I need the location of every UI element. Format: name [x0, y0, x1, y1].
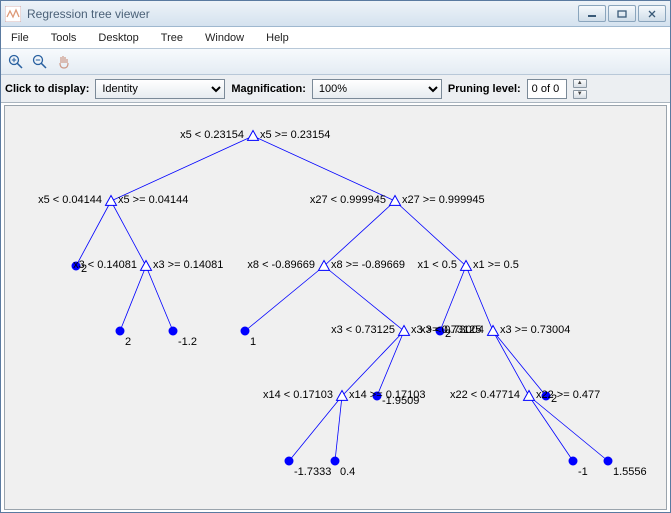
- pruning-spinner: ▲ ▼: [573, 79, 587, 99]
- window-title: Regression tree viewer: [27, 7, 578, 21]
- mag-select[interactable]: 100%: [312, 79, 442, 99]
- tree-label: x5 < 0.04144: [38, 194, 102, 206]
- tree-label: x8 < -0.89669: [247, 259, 315, 271]
- tree-label: x3 < 0.73125: [331, 324, 395, 336]
- toolbar: [1, 49, 670, 75]
- tree-label: x27 >= 0.999945: [402, 194, 485, 206]
- tree-label: -1.7333: [294, 466, 331, 478]
- pan-icon[interactable]: [55, 53, 73, 71]
- tree-label: x22 < 0.47714: [450, 389, 520, 401]
- tree-label: x3 < 0.14081: [73, 259, 137, 271]
- tree-label: x8 >= -0.89669: [331, 259, 405, 271]
- tree-label: -1.9509: [382, 395, 419, 407]
- minimize-button[interactable]: [578, 5, 606, 22]
- tree-label: x1 < 0.5: [418, 259, 457, 271]
- maximize-button[interactable]: [608, 5, 636, 22]
- tree-label: x3 >= 0.73004: [500, 324, 570, 336]
- tree-canvas: x5 < 0.23154 x5 >= 0.23154 x5 < 0.04144 x5 …: [4, 105, 667, 510]
- tree-label: 1: [250, 336, 256, 348]
- tree-label: x5 < 0.23154: [180, 129, 244, 141]
- pruning-spin-up[interactable]: ▲: [573, 79, 587, 88]
- tree-label: -1.2: [178, 336, 197, 348]
- pruning-spin-down[interactable]: ▼: [573, 90, 587, 99]
- tree-label: 1.5556: [613, 466, 647, 478]
- tree-label: x14 < 0.17103: [263, 389, 333, 401]
- close-button[interactable]: [638, 5, 666, 22]
- menu-tools[interactable]: Tools: [47, 30, 81, 46]
- window-buttons: [578, 5, 666, 22]
- menubar: File Tools Desktop Tree Window Help: [1, 27, 670, 49]
- tree-label: x1 >= 0.5: [473, 259, 519, 271]
- menu-window[interactable]: Window: [201, 30, 248, 46]
- menu-file[interactable]: File: [7, 30, 33, 46]
- titlebar: Regression tree viewer: [1, 1, 670, 27]
- tree-label: x5 >= 0.04144: [118, 194, 188, 206]
- display-label: Click to display:: [5, 83, 89, 95]
- mag-label: Magnification:: [231, 83, 306, 95]
- display-select[interactable]: Identity: [95, 79, 225, 99]
- menu-desktop[interactable]: Desktop: [94, 30, 142, 46]
- menu-help[interactable]: Help: [262, 30, 293, 46]
- zoom-in-icon[interactable]: [7, 53, 25, 71]
- controls-bar: Click to display: Identity Magnification…: [1, 75, 670, 103]
- app-icon: [5, 6, 21, 22]
- tree-label: x3 < 0.73004: [420, 324, 484, 336]
- tree-label: x22 >= 0.477: [536, 389, 600, 401]
- tree-label: 2: [551, 393, 557, 405]
- tree-label: -1: [578, 466, 588, 478]
- tree-label: 2: [125, 336, 131, 348]
- pruning-value: 0 of 0: [527, 79, 567, 99]
- tree-label: x27 < 0.999945: [310, 194, 386, 206]
- tree-label: x5 >= 0.23154: [260, 129, 330, 141]
- pruning-label: Pruning level:: [448, 83, 521, 95]
- tree-label: x3 >= 0.14081: [153, 259, 223, 271]
- menu-tree[interactable]: Tree: [157, 30, 187, 46]
- tree-label: 0.4: [340, 466, 355, 478]
- zoom-out-icon[interactable]: [31, 53, 49, 71]
